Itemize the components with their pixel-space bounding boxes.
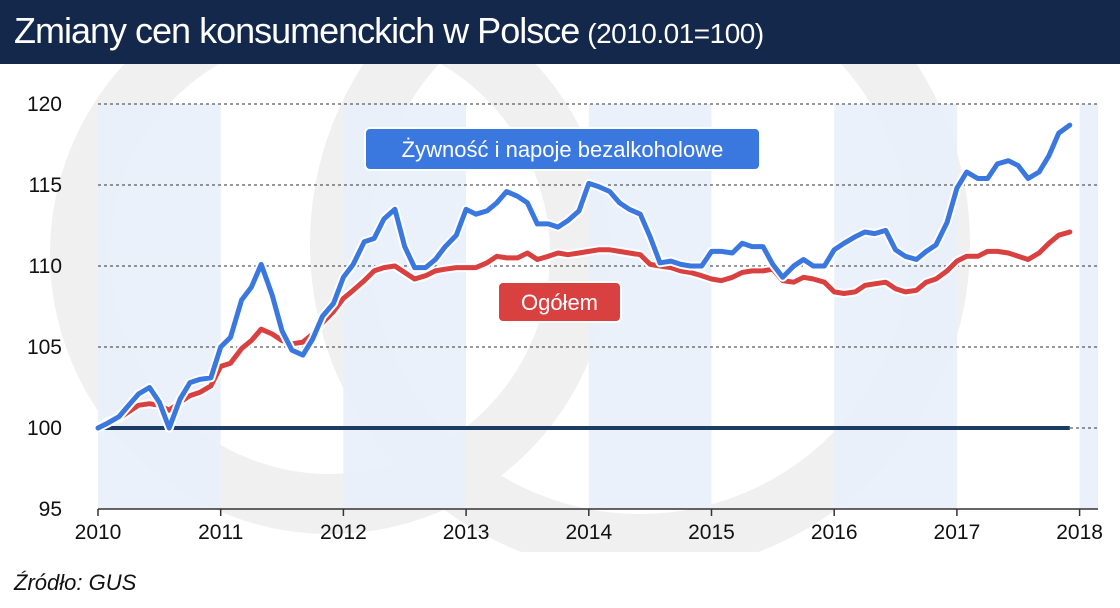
x-tick-2015: 2015 bbox=[688, 521, 735, 544]
x-tick-2018: 2018 bbox=[1056, 521, 1103, 544]
series-label-total-box bbox=[497, 281, 622, 323]
year-band-2016 bbox=[834, 104, 957, 509]
year-band-2018 bbox=[1079, 104, 1098, 509]
y-tick-120: 120 bbox=[27, 93, 62, 116]
x-tick-2017: 2017 bbox=[934, 521, 981, 544]
year-band-2010 bbox=[98, 104, 221, 509]
series-label-total: Ogółem bbox=[521, 290, 598, 315]
y-tick-105: 105 bbox=[27, 336, 62, 359]
series-label-food-box bbox=[364, 127, 761, 171]
y-tick-115: 115 bbox=[29, 174, 62, 197]
series-line-0 bbox=[95, 122, 1073, 431]
x-tick-2010: 2010 bbox=[75, 521, 122, 544]
y-tick-110: 110 bbox=[29, 255, 62, 278]
source-note: Źródło: GUS bbox=[14, 570, 137, 595]
y-tick-95: 95 bbox=[39, 498, 62, 521]
chart-subtitle: (2010.01=100) bbox=[587, 18, 764, 49]
year-band-2012 bbox=[343, 104, 467, 509]
line-chart: 95 100 105 110 115 120 2010 2011 2012 2013 2014 201… bbox=[27, 64, 1103, 552]
x-tick-2013: 2013 bbox=[443, 521, 490, 544]
series-line-1 bbox=[95, 229, 1073, 431]
x-tick-2011: 2011 bbox=[198, 521, 243, 544]
y-tick-100: 100 bbox=[27, 417, 62, 440]
x-tick-2016: 2016 bbox=[811, 521, 858, 544]
title-text: Zmiany cen konsumenckich w Polsce bbox=[14, 10, 580, 51]
chart-title: Zmiany cen konsumenckich w Polsce (2010.0… bbox=[14, 10, 764, 52]
header-bar: Zmiany cen konsumenckich w Polsce (2010.0… bbox=[0, 0, 1120, 64]
x-tick-2014: 2014 bbox=[565, 521, 612, 544]
x-tick-2012: 2012 bbox=[320, 521, 367, 544]
series-label-food: Żywność i napoje bezalkoholowe bbox=[402, 137, 724, 162]
